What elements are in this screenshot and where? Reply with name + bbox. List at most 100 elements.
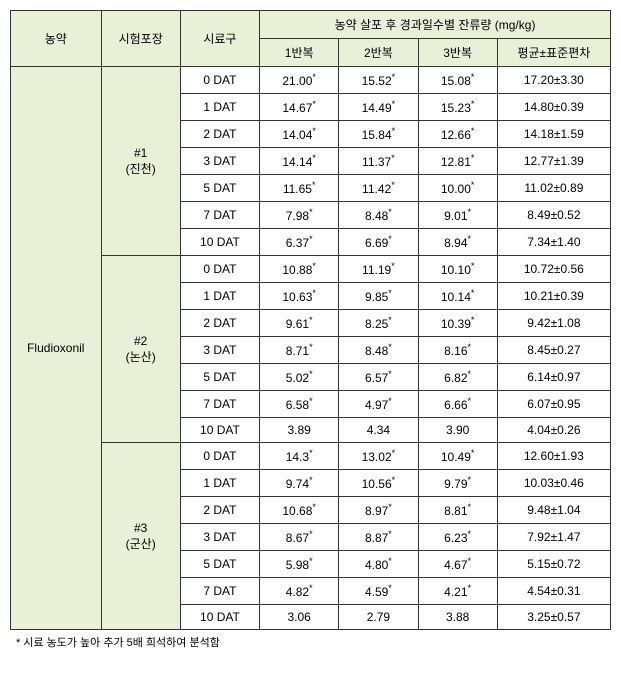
rep3-cell: 8.81* [418,497,497,524]
mean-cell: 14.18±1.59 [497,121,610,148]
rep2-cell: 8.48* [339,337,418,364]
rep2-cell: 11.37* [339,148,418,175]
rep2-cell: 11.19* [339,256,418,283]
rep3-cell: 15.23* [418,94,497,121]
rep1-cell: 5.98* [260,551,339,578]
footnote: * 시료 농도가 높아 추가 5배 희석하여 분석함 [10,634,611,650]
mean-cell: 9.42±1.08 [497,310,610,337]
rep2-cell: 4.59* [339,578,418,605]
rep1-cell: 14.3* [260,443,339,470]
dat-cell: 7 DAT [180,578,259,605]
rep3-cell: 12.81* [418,148,497,175]
dat-cell: 1 DAT [180,94,259,121]
rep1-cell: 9.61* [260,310,339,337]
mean-cell: 7.92±1.47 [497,524,610,551]
rep2-cell: 2.79 [339,605,418,630]
dat-cell: 2 DAT [180,121,259,148]
table-row: #2(논산)0 DAT10.88*11.19*10.10*10.72±0.56 [11,256,611,283]
header-group: 농약 살포 후 경과일수별 잔류량 (mg/kg) [260,11,611,39]
dat-cell: 1 DAT [180,470,259,497]
rep1-cell: 3.06 [260,605,339,630]
rep3-cell: 10.10* [418,256,497,283]
residue-table: 농약 시험포장 시료구 농약 살포 후 경과일수별 잔류량 (mg/kg) 1반… [10,10,611,630]
rep3-cell: 9.01* [418,202,497,229]
rep1-cell: 10.68* [260,497,339,524]
rep1-cell: 10.88* [260,256,339,283]
mean-cell: 6.07±0.95 [497,391,610,418]
rep1-cell: 5.02* [260,364,339,391]
mean-cell: 10.21±0.39 [497,283,610,310]
dat-cell: 3 DAT [180,148,259,175]
header-mean: 평균±표준편차 [497,39,610,67]
rep1-cell: 7.98* [260,202,339,229]
rep2-cell: 13.02* [339,443,418,470]
rep3-cell: 8.94* [418,229,497,256]
rep2-cell: 8.87* [339,524,418,551]
rep1-cell: 4.82* [260,578,339,605]
pesticide-cell: Fludioxonil [11,67,102,630]
dat-cell: 1 DAT [180,283,259,310]
dat-cell: 10 DAT [180,605,259,630]
mean-cell: 5.15±0.72 [497,551,610,578]
rep3-cell: 15.08* [418,67,497,94]
rep1-cell: 3.89 [260,418,339,443]
mean-cell: 8.49±0.52 [497,202,610,229]
rep1-cell: 14.67* [260,94,339,121]
rep2-cell: 11.42* [339,175,418,202]
rep2-cell: 4.97* [339,391,418,418]
rep1-cell: 9.74* [260,470,339,497]
mean-cell: 12.60±1.93 [497,443,610,470]
mean-cell: 6.14±0.97 [497,364,610,391]
rep1-cell: 10.63* [260,283,339,310]
rep2-cell: 6.57* [339,364,418,391]
rep2-cell: 4.80* [339,551,418,578]
dat-cell: 5 DAT [180,175,259,202]
rep3-cell: 3.88 [418,605,497,630]
rep2-cell: 8.25* [339,310,418,337]
rep3-cell: 6.23* [418,524,497,551]
dat-cell: 0 DAT [180,256,259,283]
rep3-cell: 4.67* [418,551,497,578]
header-field: 시험포장 [101,11,180,67]
header-pesticide: 농약 [11,11,102,67]
mean-cell: 11.02±0.89 [497,175,610,202]
rep3-cell: 10.39* [418,310,497,337]
mean-cell: 10.03±0.46 [497,470,610,497]
rep2-cell: 4.34 [339,418,418,443]
rep3-cell: 3.90 [418,418,497,443]
rep2-cell: 15.52* [339,67,418,94]
rep2-cell: 14.49* [339,94,418,121]
dat-cell: 10 DAT [180,418,259,443]
dat-cell: 7 DAT [180,202,259,229]
dat-cell: 5 DAT [180,551,259,578]
dat-cell: 7 DAT [180,391,259,418]
header-rep2: 2반복 [339,39,418,67]
rep1-cell: 14.04* [260,121,339,148]
mean-cell: 17.20±3.30 [497,67,610,94]
mean-cell: 8.45±0.27 [497,337,610,364]
rep3-cell: 10.49* [418,443,497,470]
dat-cell: 0 DAT [180,67,259,94]
rep1-cell: 21.00* [260,67,339,94]
rep2-cell: 15.84* [339,121,418,148]
header-sample: 시료구 [180,11,259,67]
rep3-cell: 8.16* [418,337,497,364]
field-cell: #3(군산) [101,443,180,630]
mean-cell: 10.72±0.56 [497,256,610,283]
rep3-cell: 4.21* [418,578,497,605]
header-rep3: 3반복 [418,39,497,67]
table-row: Fludioxonil#1(진천)0 DAT21.00*15.52*15.08*… [11,67,611,94]
field-cell: #1(진천) [101,67,180,256]
rep2-cell: 10.56* [339,470,418,497]
header-rep1: 1반복 [260,39,339,67]
mean-cell: 9.48±1.04 [497,497,610,524]
rep1-cell: 11.65* [260,175,339,202]
rep3-cell: 10.00* [418,175,497,202]
rep1-cell: 6.37* [260,229,339,256]
field-cell: #2(논산) [101,256,180,443]
rep2-cell: 8.48* [339,202,418,229]
mean-cell: 4.54±0.31 [497,578,610,605]
table-row: #3(군산)0 DAT14.3*13.02*10.49*12.60±1.93 [11,443,611,470]
rep3-cell: 10.14* [418,283,497,310]
rep3-cell: 12.66* [418,121,497,148]
